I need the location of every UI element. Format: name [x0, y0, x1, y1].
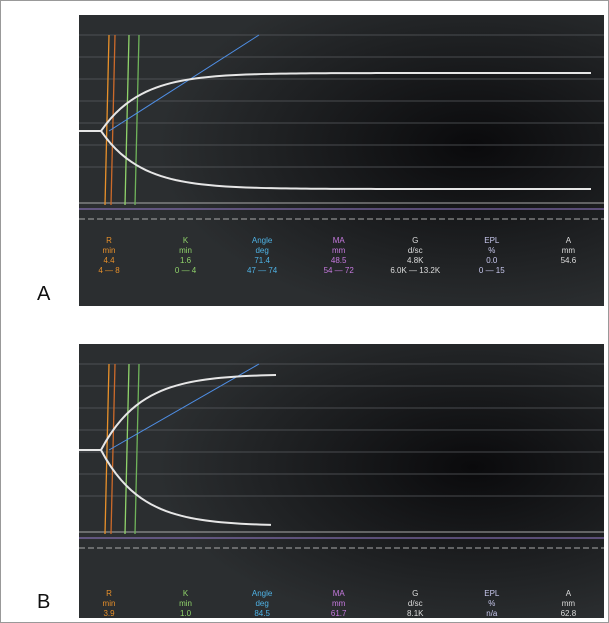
param-unit: mm — [562, 246, 576, 255]
param-value: 4.4 — [103, 256, 115, 265]
param-value: 8.1K — [407, 609, 424, 618]
param-unit: deg — [255, 246, 268, 255]
param-unit: d/sc — [408, 599, 423, 608]
param-name: G — [412, 236, 418, 245]
param-unit: d/sc — [408, 246, 423, 255]
param-value: 1.6 — [180, 256, 192, 265]
param-unit: min — [103, 246, 116, 255]
param-value: 1.0 — [180, 609, 192, 618]
panel-label: B — [37, 591, 50, 614]
param-unit: mm — [332, 599, 346, 608]
param-name: Angle — [252, 589, 273, 598]
param-name: MA — [333, 589, 346, 598]
param-name: A — [566, 236, 572, 245]
param-range: 0 — 4 — [175, 266, 197, 275]
param-name: Angle — [252, 236, 273, 245]
param-unit: mm — [562, 599, 576, 608]
param-name: EPL — [484, 236, 500, 245]
param-value: 71.4 — [254, 256, 270, 265]
param-value: 54.6 — [561, 256, 577, 265]
param-value: 62.8 — [561, 609, 577, 618]
param-name: K — [183, 236, 189, 245]
param-value: 4.8K — [407, 256, 424, 265]
param-unit: mm — [332, 246, 346, 255]
param-name: EPL — [484, 589, 500, 598]
param-range: 0 — 15 — [479, 266, 505, 275]
param-name: R — [106, 589, 112, 598]
param-value: 3.9 — [103, 609, 115, 618]
figure: A B Rmin4.44 — 8Kmin1.60 — 4Angledeg71.4… — [0, 0, 609, 623]
param-name: R — [106, 236, 112, 245]
param-value: n/a — [486, 609, 498, 618]
param-unit: % — [488, 246, 495, 255]
param-unit: deg — [255, 599, 268, 608]
param-unit: min — [103, 599, 116, 608]
param-unit: min — [179, 599, 192, 608]
param-range: 4 — 8 — [98, 266, 120, 275]
param-range: 47 — 74 — [247, 266, 278, 275]
param-value: 61.7 — [331, 609, 347, 618]
param-unit: min — [179, 246, 192, 255]
param-value: 0.0 — [486, 256, 498, 265]
param-value: 48.5 — [331, 256, 347, 265]
screen-bg — [79, 344, 604, 618]
param-name: G — [412, 589, 418, 598]
param-value: 84.5 — [254, 609, 270, 618]
param-name: MA — [333, 236, 346, 245]
param-name: A — [566, 589, 572, 598]
param-name: K — [183, 589, 189, 598]
panel-label: A — [37, 283, 50, 306]
param-range: 54 — 72 — [324, 266, 355, 275]
param-range: 6.0K — 13.2K — [390, 266, 440, 275]
param-unit: % — [488, 599, 495, 608]
